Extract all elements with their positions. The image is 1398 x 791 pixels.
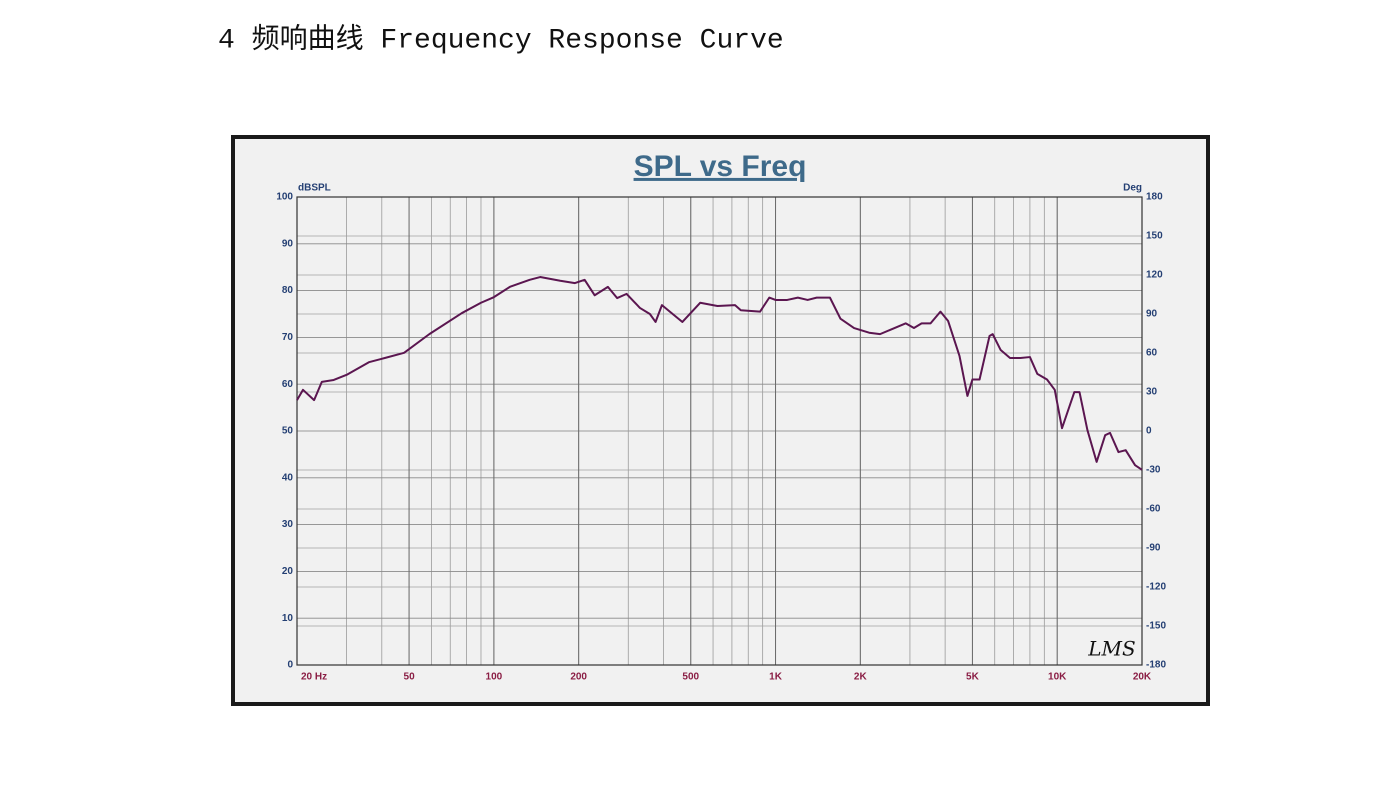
y-tick-label: 10	[282, 613, 294, 624]
y-tick-label: 0	[287, 660, 293, 671]
y2-tick-label: 120	[1146, 270, 1163, 281]
plot-border	[296, 196, 1143, 666]
x-tick-label: 50	[404, 672, 416, 683]
y2-tick-label: -60	[1146, 504, 1161, 515]
y-tick-label: 70	[282, 332, 294, 343]
x-tick-label: 10K	[1048, 672, 1067, 683]
page-heading: 4 频响曲线 Frequency Response Curve	[218, 22, 784, 56]
y2-tick-label: -30	[1146, 465, 1161, 476]
y2-tick-label: 90	[1146, 309, 1158, 320]
y-tick-label: 100	[276, 192, 293, 203]
y2-tick-label: 180	[1146, 192, 1163, 203]
x-tick-label: 100	[486, 672, 503, 683]
y2-tick-label: -90	[1146, 543, 1161, 554]
y-tick-label: 30	[282, 519, 294, 530]
y2-tick-label: 30	[1146, 387, 1158, 398]
x-tick-label: 20K	[1133, 672, 1152, 683]
y2-tick-label: -120	[1146, 582, 1166, 593]
chart-title: SPL vs Freq	[634, 150, 807, 183]
y2-tick-label: 0	[1146, 426, 1152, 437]
x-tick-label: 500	[682, 672, 699, 683]
y-tick-label: 20	[282, 566, 294, 577]
x-tick-label: 1K	[769, 672, 783, 683]
y-tick-label: 80	[282, 285, 294, 296]
y-tick-label: 60	[282, 379, 294, 390]
x-tick-label: 5K	[966, 672, 980, 683]
y2-tick-label: -180	[1146, 660, 1166, 671]
x-tick-label: 2K	[854, 672, 868, 683]
x-tick-label: 20 Hz	[301, 672, 327, 683]
y2-tick-label: 60	[1146, 348, 1158, 359]
frequency-response-line	[296, 276, 1143, 471]
y2-axis-label: Deg	[1123, 183, 1142, 194]
watermark: LMS	[1087, 637, 1135, 661]
y2-tick-label: -150	[1146, 621, 1166, 632]
chart-frame	[231, 135, 1210, 706]
y-tick-label: 50	[282, 426, 294, 437]
y-axis-label: dBSPL	[298, 183, 331, 194]
y-tick-label: 40	[282, 472, 294, 483]
y-tick-label: 90	[282, 238, 294, 249]
y2-tick-label: 150	[1146, 231, 1163, 242]
x-tick-label: 200	[570, 672, 587, 683]
